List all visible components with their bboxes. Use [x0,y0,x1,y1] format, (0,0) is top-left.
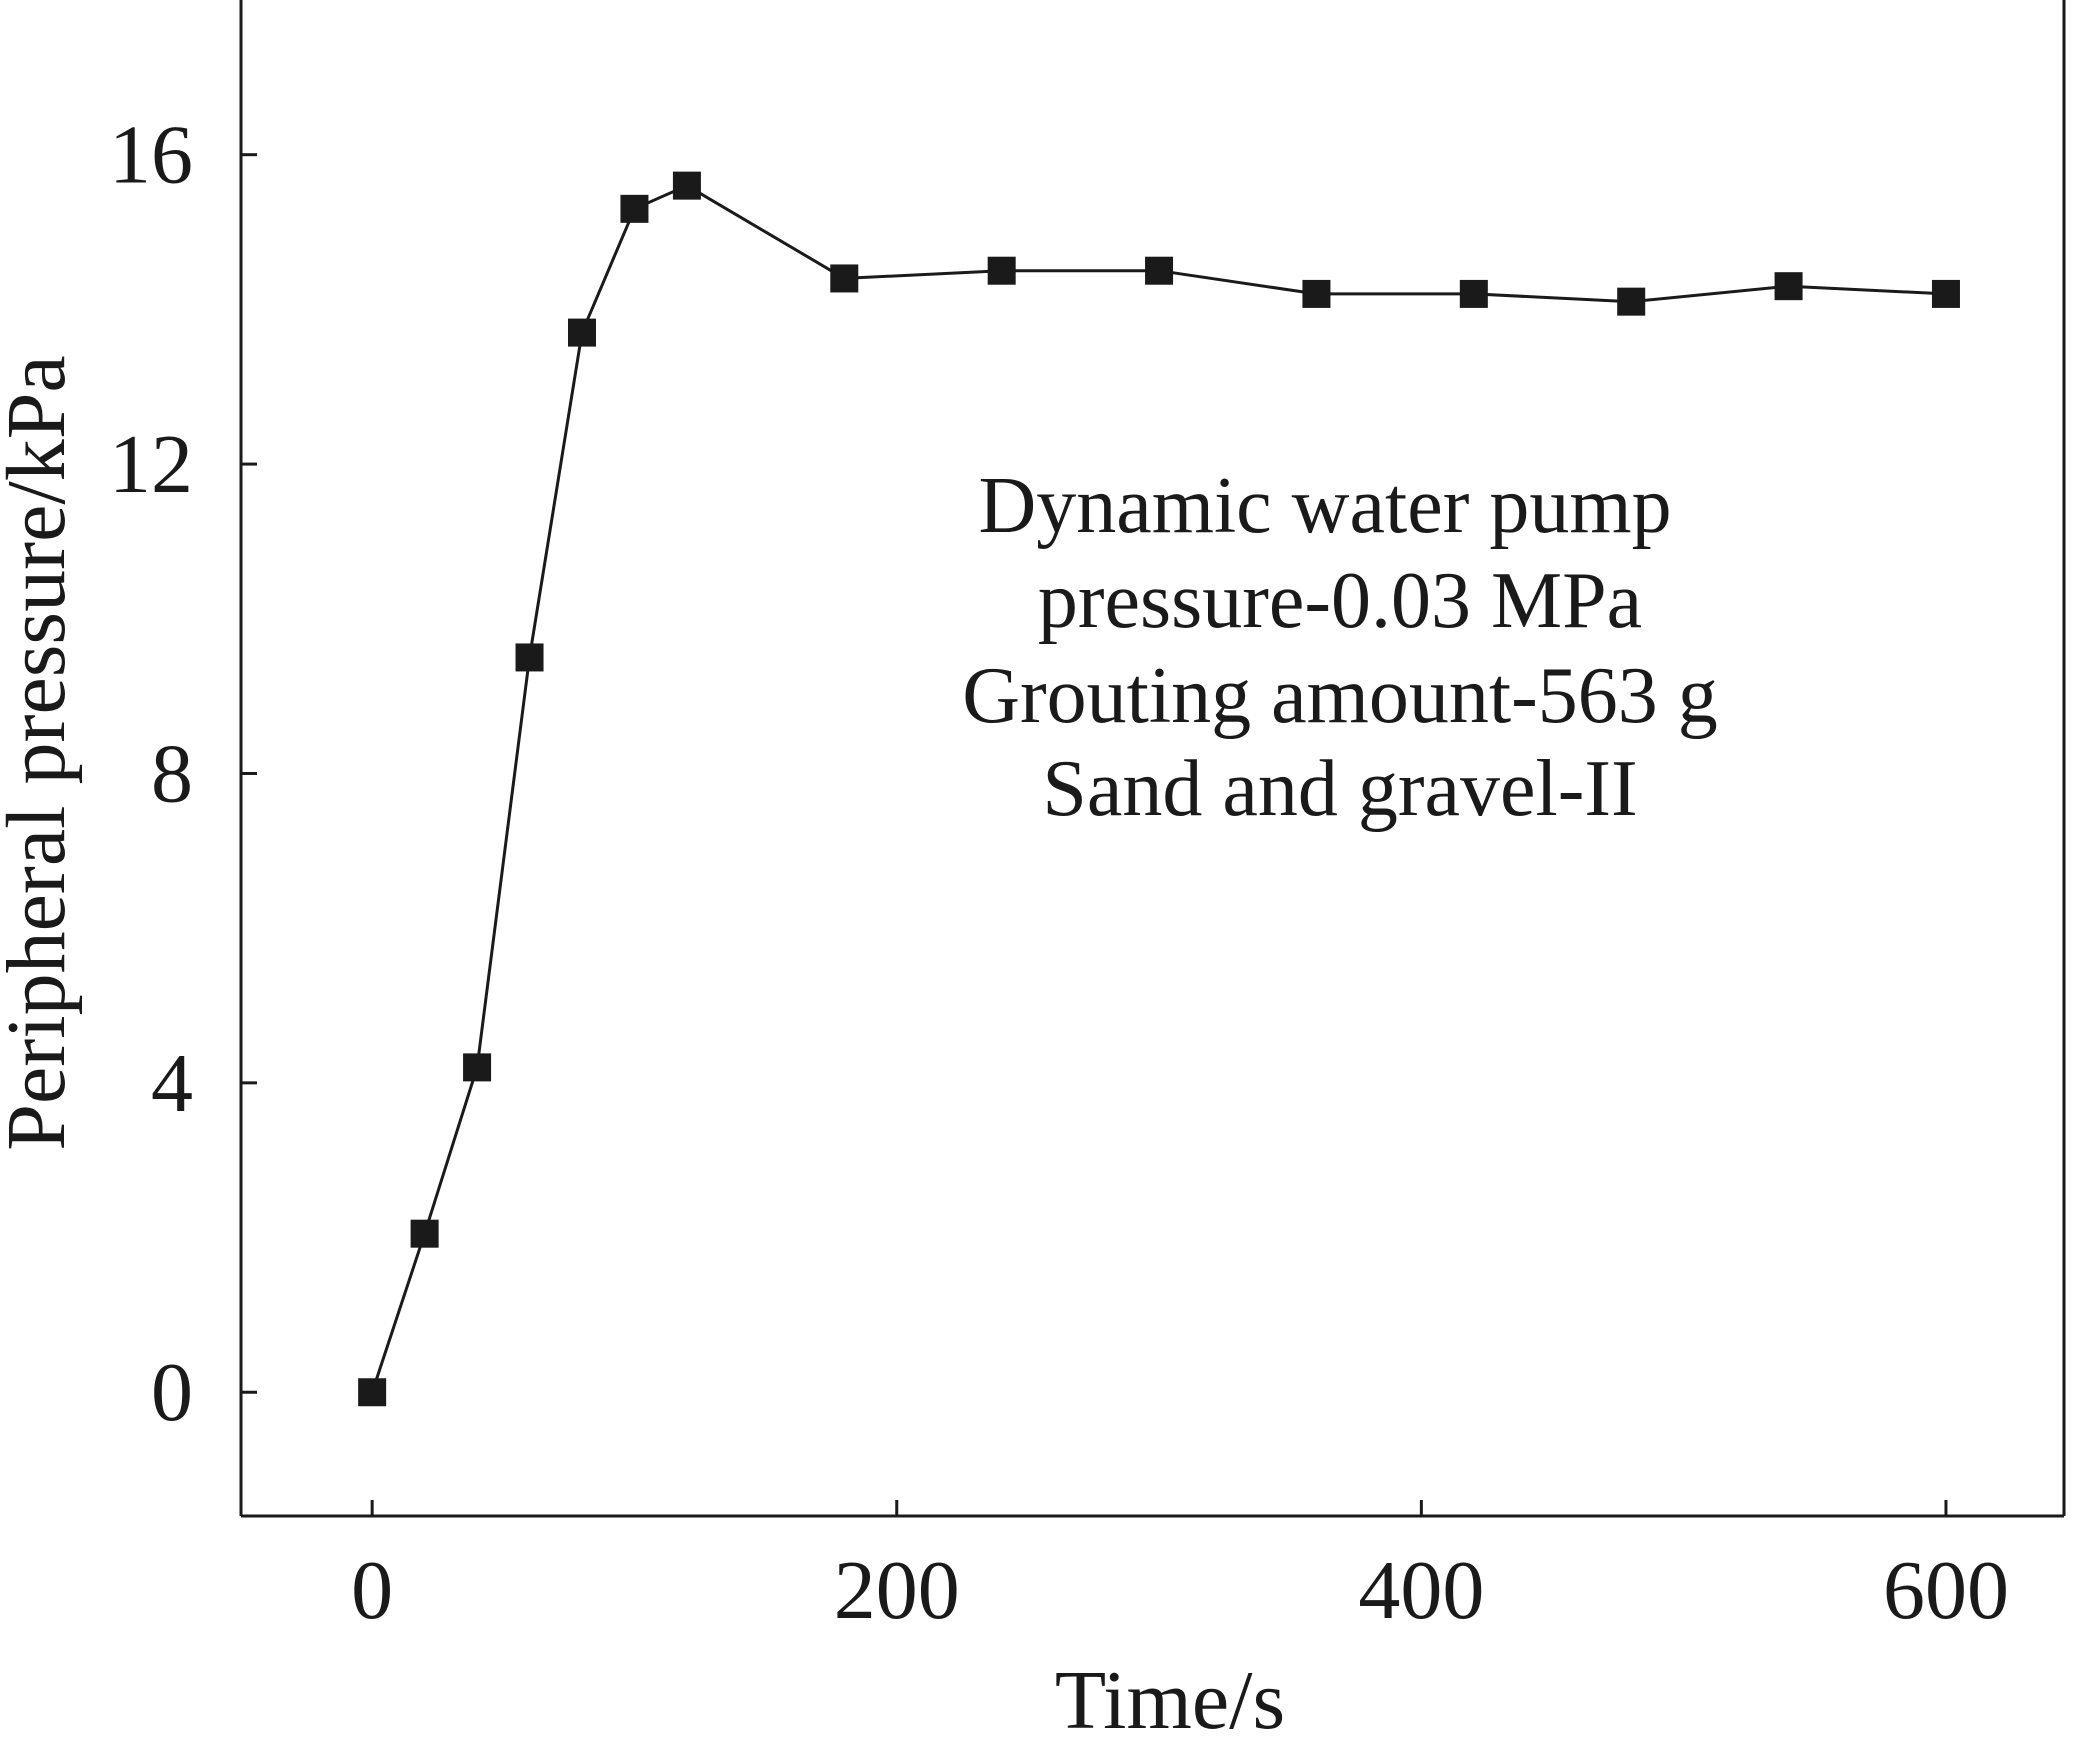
data-point [1617,287,1646,316]
data-point [1931,279,1960,308]
x-axis-ticks: 0 200 400 600 [351,1500,2009,1637]
annotation-line: Dynamic water pump [978,462,1671,550]
data-point [830,264,859,293]
data-point [410,1219,439,1248]
y-tick-label: 0 [151,1346,193,1439]
series-layer [358,171,1960,1407]
y-tick-label: 4 [151,1037,193,1130]
data-point [1302,279,1331,308]
plot-frame [239,0,2066,1518]
y-tick-label: 16 [109,109,193,202]
data-point [515,643,544,672]
data-point [463,1053,492,1082]
data-point [620,194,649,223]
y-tick-label: 8 [151,727,193,820]
data-point [358,1378,387,1407]
x-tick-label: 200 [834,1544,960,1637]
y-axis-label: Peripheral pressure/kPa [0,355,83,1150]
y-axis-ticks: 0 4 8 12 16 [109,109,257,1439]
annotation-line: Sand and gravel-II [1042,745,1637,833]
annotation-line: Grouting amount-563 g [962,652,1717,740]
y-tick-label: 12 [109,418,193,511]
data-point [672,171,701,200]
x-tick-label: 600 [1883,1544,2009,1637]
data-point [1145,256,1174,285]
data-point [987,256,1016,285]
data-point [1459,279,1488,308]
x-tick-label: 400 [1358,1544,1484,1637]
x-axis-label: Time/s [1055,1654,1285,1741]
data-point [567,318,596,347]
x-tick-label: 0 [351,1544,393,1637]
data-point [1774,272,1803,301]
annotation-line: pressure-0.03 MPa [1038,557,1642,645]
